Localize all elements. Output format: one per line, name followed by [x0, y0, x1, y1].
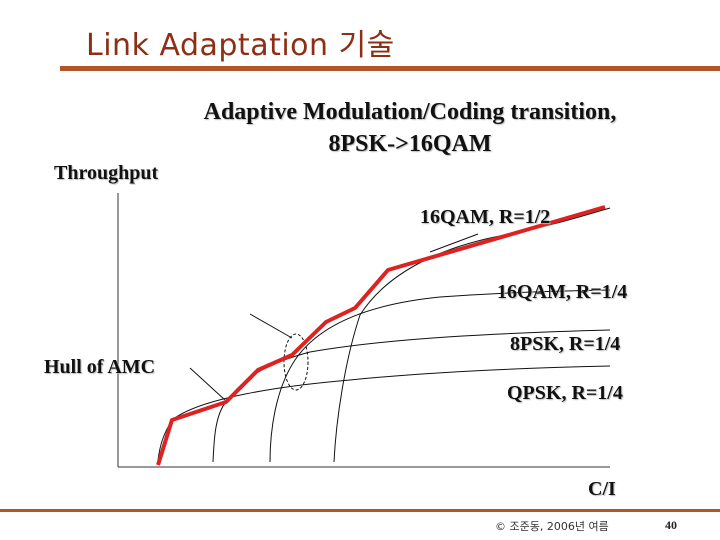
page-number: 40 [665, 518, 677, 532]
x-axis-label: C/I [588, 478, 616, 500]
footer-copyright: © 조준동, 2006년 여름 [495, 520, 609, 533]
chart-title-line-2: 8PSK->16QAM [328, 131, 492, 157]
legend-hull-of-amc: Hull of AMC [44, 356, 156, 378]
y-axis-label: Throughput [54, 162, 159, 184]
curve-qpsk-r14 [157, 365, 611, 461]
footer-divider [0, 509, 720, 512]
hull-of-amc-line [156, 205, 606, 466]
legend-8psk-r14: 8PSK, R=1/4 [510, 333, 621, 355]
pointer-16qam-r14 [249, 313, 293, 339]
slide-title: Link Adaptation 기술 [86, 28, 395, 63]
transition-ellipse [283, 333, 309, 391]
pointer-16qam-r12 [429, 233, 479, 253]
chart-title-line-1: Adaptive Modulation/Coding transition, [203, 99, 617, 125]
curve-16qam-r12 [333, 207, 611, 463]
legend-16qam-r12: 16QAM, R=1/2 [420, 206, 551, 228]
chart-title: Adaptive Modulation/Coding transition, 8… [150, 96, 670, 160]
legend-16qam-r14: 16QAM, R=1/4 [497, 281, 628, 303]
curve-8psk-r14 [212, 329, 611, 463]
legend-qpsk-r14: QPSK, R=1/4 [507, 382, 623, 404]
curve-16qam-r14 [269, 289, 611, 463]
pointer-hull [189, 367, 226, 401]
title-underline [60, 66, 720, 71]
